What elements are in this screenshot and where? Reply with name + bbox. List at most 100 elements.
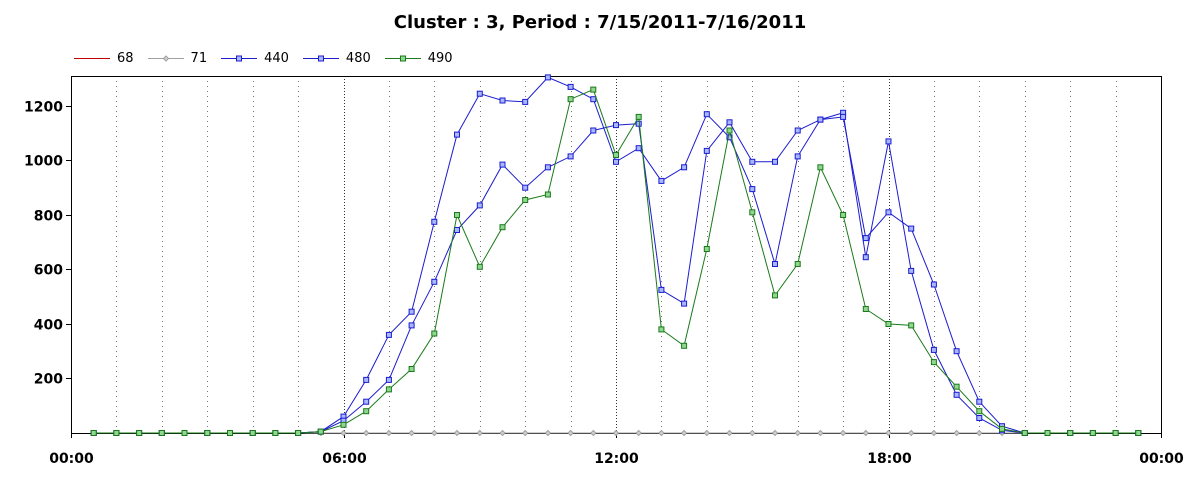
legend-item-71: 71 (147, 51, 207, 66)
x-tick-label: 12:00 (594, 451, 639, 467)
point-71 (680, 429, 688, 437)
point-490 (908, 322, 915, 329)
y-tick-label: 400 (34, 318, 63, 334)
legend-swatch-68 (74, 58, 110, 59)
point-71 (431, 429, 438, 437)
point-480 (908, 225, 915, 232)
point-71 (771, 429, 779, 437)
point-490 (249, 430, 256, 436)
point-71 (839, 429, 847, 437)
point-480 (794, 127, 801, 134)
point-71 (476, 429, 484, 437)
point-440 (431, 218, 438, 225)
point-490 (1067, 430, 1074, 436)
point-440 (499, 97, 506, 104)
point-440 (476, 90, 483, 97)
y-tick-label: 1000 (24, 154, 63, 170)
legend-item-68: 68 (74, 51, 134, 66)
point-480 (658, 286, 665, 293)
point-490 (726, 127, 733, 134)
point-71 (658, 429, 665, 437)
legend-label-480: 480 (345, 50, 371, 66)
point-490 (794, 261, 801, 267)
point-490 (385, 386, 392, 393)
point-71 (862, 429, 870, 437)
point-440 (953, 391, 960, 398)
point-490 (590, 86, 597, 93)
point-440 (363, 376, 370, 383)
point-490 (544, 191, 551, 198)
point-71 (635, 429, 642, 437)
point-440 (772, 261, 778, 267)
point-480 (431, 278, 438, 285)
point-490 (522, 197, 529, 203)
point-440 (590, 96, 597, 103)
point-440 (908, 267, 915, 274)
point-71 (453, 429, 461, 437)
legend-swatch-480 (302, 55, 339, 62)
point-490 (317, 428, 324, 435)
point-480 (840, 113, 847, 120)
x-tick-label: 00:00 (1139, 451, 1184, 467)
legend-label-440: 440 (264, 50, 289, 66)
point-440 (408, 308, 415, 315)
point-480 (590, 127, 597, 134)
point-490 (885, 321, 892, 327)
point-71 (612, 429, 620, 437)
point-440 (385, 331, 392, 338)
point-490 (1044, 430, 1051, 436)
point-71 (340, 429, 347, 437)
point-490 (635, 113, 642, 120)
point-440 (613, 158, 619, 165)
point-71 (907, 429, 915, 437)
y-tick-label: 800 (34, 209, 63, 225)
point-440 (544, 74, 551, 81)
point-490 (840, 212, 847, 218)
point-480 (522, 184, 529, 191)
legend-swatch-71 (147, 55, 184, 62)
point-71 (953, 429, 960, 437)
point-480 (953, 348, 960, 355)
point-490 (340, 421, 347, 428)
point-490 (272, 430, 279, 436)
point-490 (749, 209, 756, 216)
point-440 (703, 111, 710, 118)
point-71 (567, 429, 574, 437)
point-490 (454, 212, 460, 218)
point-440 (794, 153, 801, 160)
point-480 (703, 147, 710, 154)
point-490 (181, 430, 188, 436)
point-480 (749, 158, 756, 165)
point-71 (590, 429, 597, 437)
point-480 (544, 164, 551, 171)
point-480 (567, 153, 574, 160)
point-440 (862, 254, 869, 261)
point-490 (681, 342, 688, 349)
point-480 (681, 300, 688, 307)
point-71 (885, 429, 892, 437)
point-71 (408, 429, 415, 437)
point-71 (499, 429, 506, 437)
point-480 (976, 398, 983, 405)
point-480 (635, 120, 642, 127)
legend-label-490: 490 (427, 50, 453, 66)
series-line-490 (93, 88, 1139, 434)
point-71 (521, 429, 529, 437)
point-490 (295, 430, 302, 436)
point-490 (567, 96, 574, 103)
legend-item-480: 480 (302, 50, 371, 66)
legend: 68 71 440 480 490 (74, 48, 467, 68)
point-71 (976, 429, 983, 437)
point-440 (976, 415, 983, 421)
point-71 (544, 429, 552, 437)
point-490 (999, 425, 1005, 432)
point-490 (772, 292, 778, 299)
point-71 (726, 429, 733, 437)
y-tick-label: 600 (34, 263, 63, 279)
point-490 (408, 366, 415, 372)
point-480 (476, 202, 483, 209)
point-490 (476, 263, 483, 270)
point-490 (136, 430, 143, 436)
point-490 (930, 359, 937, 366)
